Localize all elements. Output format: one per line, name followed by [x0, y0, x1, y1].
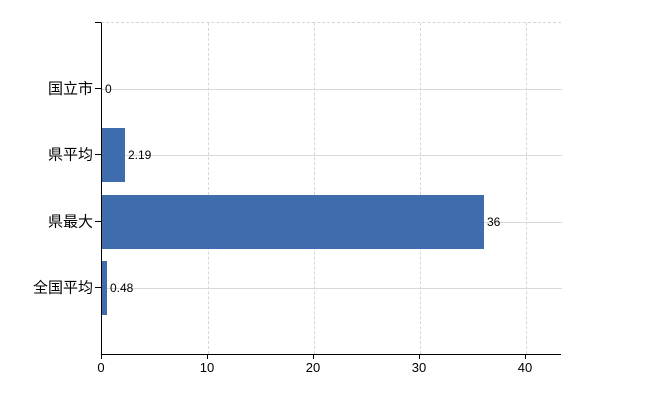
category-gridline: [102, 288, 562, 289]
x-axis-tick: [101, 354, 102, 359]
bar-3: [102, 261, 107, 315]
x-gridline-10: [208, 23, 209, 354]
x-axis-tick-label: 0: [97, 360, 105, 375]
x-axis-tick-label: 30: [411, 360, 427, 375]
y-axis-category-label: 県最大: [47, 213, 93, 231]
bar-value-label: 0: [105, 82, 112, 96]
x-gridline-20: [314, 23, 315, 354]
y-axis-tick: [95, 154, 101, 155]
bar-value-label: 36: [487, 215, 501, 229]
x-gridline-30: [420, 23, 421, 354]
x-axis-tick: [207, 354, 208, 359]
plot-area: 0 2.19 36 0.48: [101, 22, 562, 355]
x-axis-tick: [313, 354, 314, 359]
x-gridline-40: [526, 23, 527, 354]
bar-value-label: 0.48: [110, 281, 134, 295]
y-axis-category-label: 全国平均: [32, 279, 93, 297]
bar-1: [102, 128, 125, 182]
bar-2: [102, 195, 484, 249]
bar-value-label: 2.19: [128, 148, 152, 162]
x-axis-tick-label: 20: [305, 360, 321, 375]
y-axis-end-tick: [95, 22, 101, 23]
y-axis-category-label: 県平均: [47, 146, 93, 164]
x-axis-tick-label: 10: [199, 360, 215, 375]
y-axis-tick: [95, 287, 101, 288]
y-axis-category-label: 国立市: [47, 80, 93, 98]
y-axis-tick: [95, 88, 101, 89]
category-gridline: [102, 89, 562, 90]
x-axis-tick: [525, 354, 526, 359]
x-axis-tick-label: 40: [517, 360, 533, 375]
x-axis-tick: [419, 354, 420, 359]
y-axis-tick: [95, 221, 101, 222]
category-gridline: [102, 155, 562, 156]
